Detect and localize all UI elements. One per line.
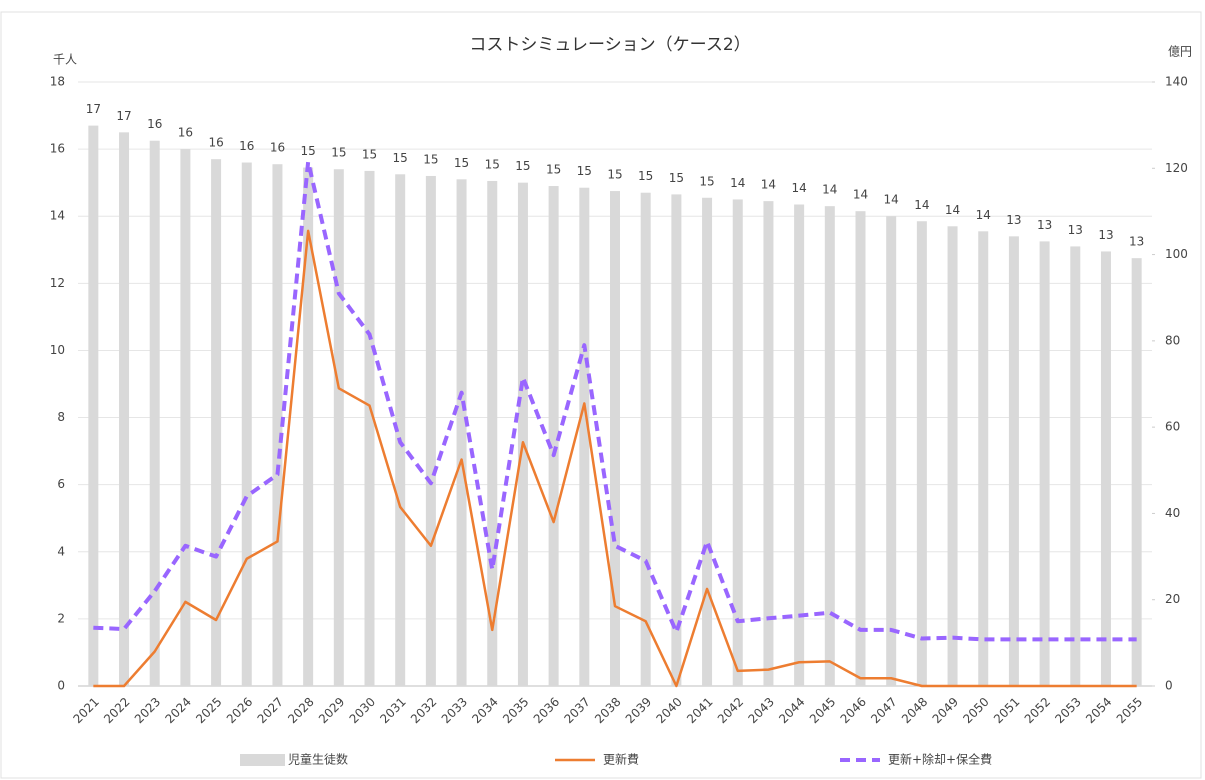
- chart-frame: [0, 11, 1202, 779]
- y2-tick-label: 80: [1165, 333, 1180, 347]
- data-label: 15: [393, 151, 408, 165]
- y-tick-label: 16: [50, 142, 65, 156]
- data-label: 14: [791, 181, 806, 195]
- data-label: 14: [945, 203, 960, 217]
- bar: [425, 175, 436, 686]
- bar: [333, 169, 344, 686]
- bar: [824, 206, 835, 686]
- y2-tick-label: 120: [1165, 161, 1188, 175]
- bar: [610, 191, 620, 687]
- y-tick-label: 14: [50, 209, 65, 223]
- data-label: 14: [761, 178, 776, 192]
- y-tick-label: 18: [50, 75, 65, 89]
- bar: [395, 174, 406, 686]
- bar: [671, 194, 682, 686]
- data-label: 15: [331, 146, 346, 160]
- data-label: 13: [1098, 228, 1113, 242]
- data-label: 13: [1006, 213, 1021, 227]
- y-tick-label: 10: [50, 343, 65, 357]
- data-label: 17: [116, 109, 131, 123]
- data-label: 13: [1068, 223, 1083, 237]
- bar: [487, 180, 498, 686]
- data-label: 15: [362, 147, 377, 161]
- y2-tick-label: 20: [1165, 592, 1180, 606]
- y-tick-label: 6: [57, 477, 65, 491]
- bar: [180, 149, 191, 687]
- y-tick-label: 8: [57, 410, 65, 424]
- bar: [364, 170, 375, 686]
- data-label: 14: [914, 198, 929, 212]
- bar: [763, 201, 774, 686]
- bar: [579, 187, 590, 686]
- data-label: 14: [976, 208, 991, 222]
- y2-tick-label: 60: [1165, 420, 1180, 434]
- data-label: 16: [270, 141, 285, 155]
- bar: [149, 140, 160, 686]
- legend-swatch: [240, 754, 285, 766]
- bar: [456, 179, 467, 687]
- bar: [211, 159, 222, 686]
- line-series: [93, 229, 1137, 688]
- bar: [1070, 246, 1081, 686]
- y-tick-label: 4: [57, 544, 65, 558]
- data-label: 15: [669, 171, 684, 185]
- line-series: [93, 159, 1137, 642]
- bar: [1100, 251, 1111, 686]
- y-tick-label: 0: [57, 679, 65, 693]
- data-label: 15: [515, 159, 530, 173]
- data-label: 16: [178, 126, 193, 140]
- data-label: 13: [1129, 235, 1144, 249]
- y2-tick-label: 0: [1165, 679, 1173, 693]
- data-label: 14: [853, 188, 868, 202]
- data-label: 16: [147, 117, 162, 131]
- bar: [855, 211, 866, 686]
- bar: [1039, 241, 1050, 686]
- bar: [640, 192, 651, 686]
- bar: [1131, 258, 1142, 686]
- bar: [1008, 236, 1019, 686]
- y-axis-unit: 千人: [53, 53, 77, 67]
- y2-axis-unit: 億円: [1168, 45, 1192, 59]
- bar: [916, 221, 927, 686]
- bar: [119, 132, 130, 687]
- bar: [794, 204, 805, 686]
- y2-tick-label: 140: [1165, 75, 1188, 89]
- legend-label: 更新費: [603, 752, 639, 767]
- bar: [947, 226, 958, 687]
- data-label: 15: [638, 169, 653, 183]
- y-tick-label: 12: [50, 276, 65, 290]
- legend-label: 更新+除却+保全費: [888, 752, 992, 767]
- data-label: 14: [730, 176, 745, 190]
- bar: [732, 199, 743, 686]
- data-label: 15: [699, 174, 714, 188]
- data-label: 15: [607, 168, 622, 182]
- y2-tick-label: 40: [1165, 506, 1180, 520]
- legend-label: 児童生徒数: [288, 752, 348, 767]
- data-label: 16: [208, 136, 223, 150]
- bar: [978, 231, 989, 687]
- y2-tick-label: 100: [1165, 247, 1188, 261]
- data-label: 15: [577, 164, 592, 178]
- data-label: 14: [822, 183, 837, 197]
- y-tick-label: 2: [57, 611, 65, 625]
- bar: [702, 197, 713, 686]
- bar: [241, 162, 252, 687]
- data-label: 15: [485, 157, 500, 171]
- data-label: 14: [884, 193, 899, 207]
- bar: [886, 216, 897, 686]
- data-label: 16: [239, 139, 254, 153]
- data-label: 15: [546, 163, 561, 177]
- bar: [88, 125, 99, 687]
- bar: [548, 186, 559, 686]
- bar: [272, 164, 283, 686]
- data-label: 15: [301, 144, 316, 158]
- bar: [517, 182, 528, 686]
- bar: [303, 167, 314, 687]
- data-label: 17: [86, 102, 101, 116]
- data-label: 15: [423, 152, 438, 166]
- data-label: 13: [1037, 218, 1052, 232]
- chart-title: コストシミュレーション（ケース2）: [469, 35, 750, 55]
- data-label: 15: [454, 156, 469, 170]
